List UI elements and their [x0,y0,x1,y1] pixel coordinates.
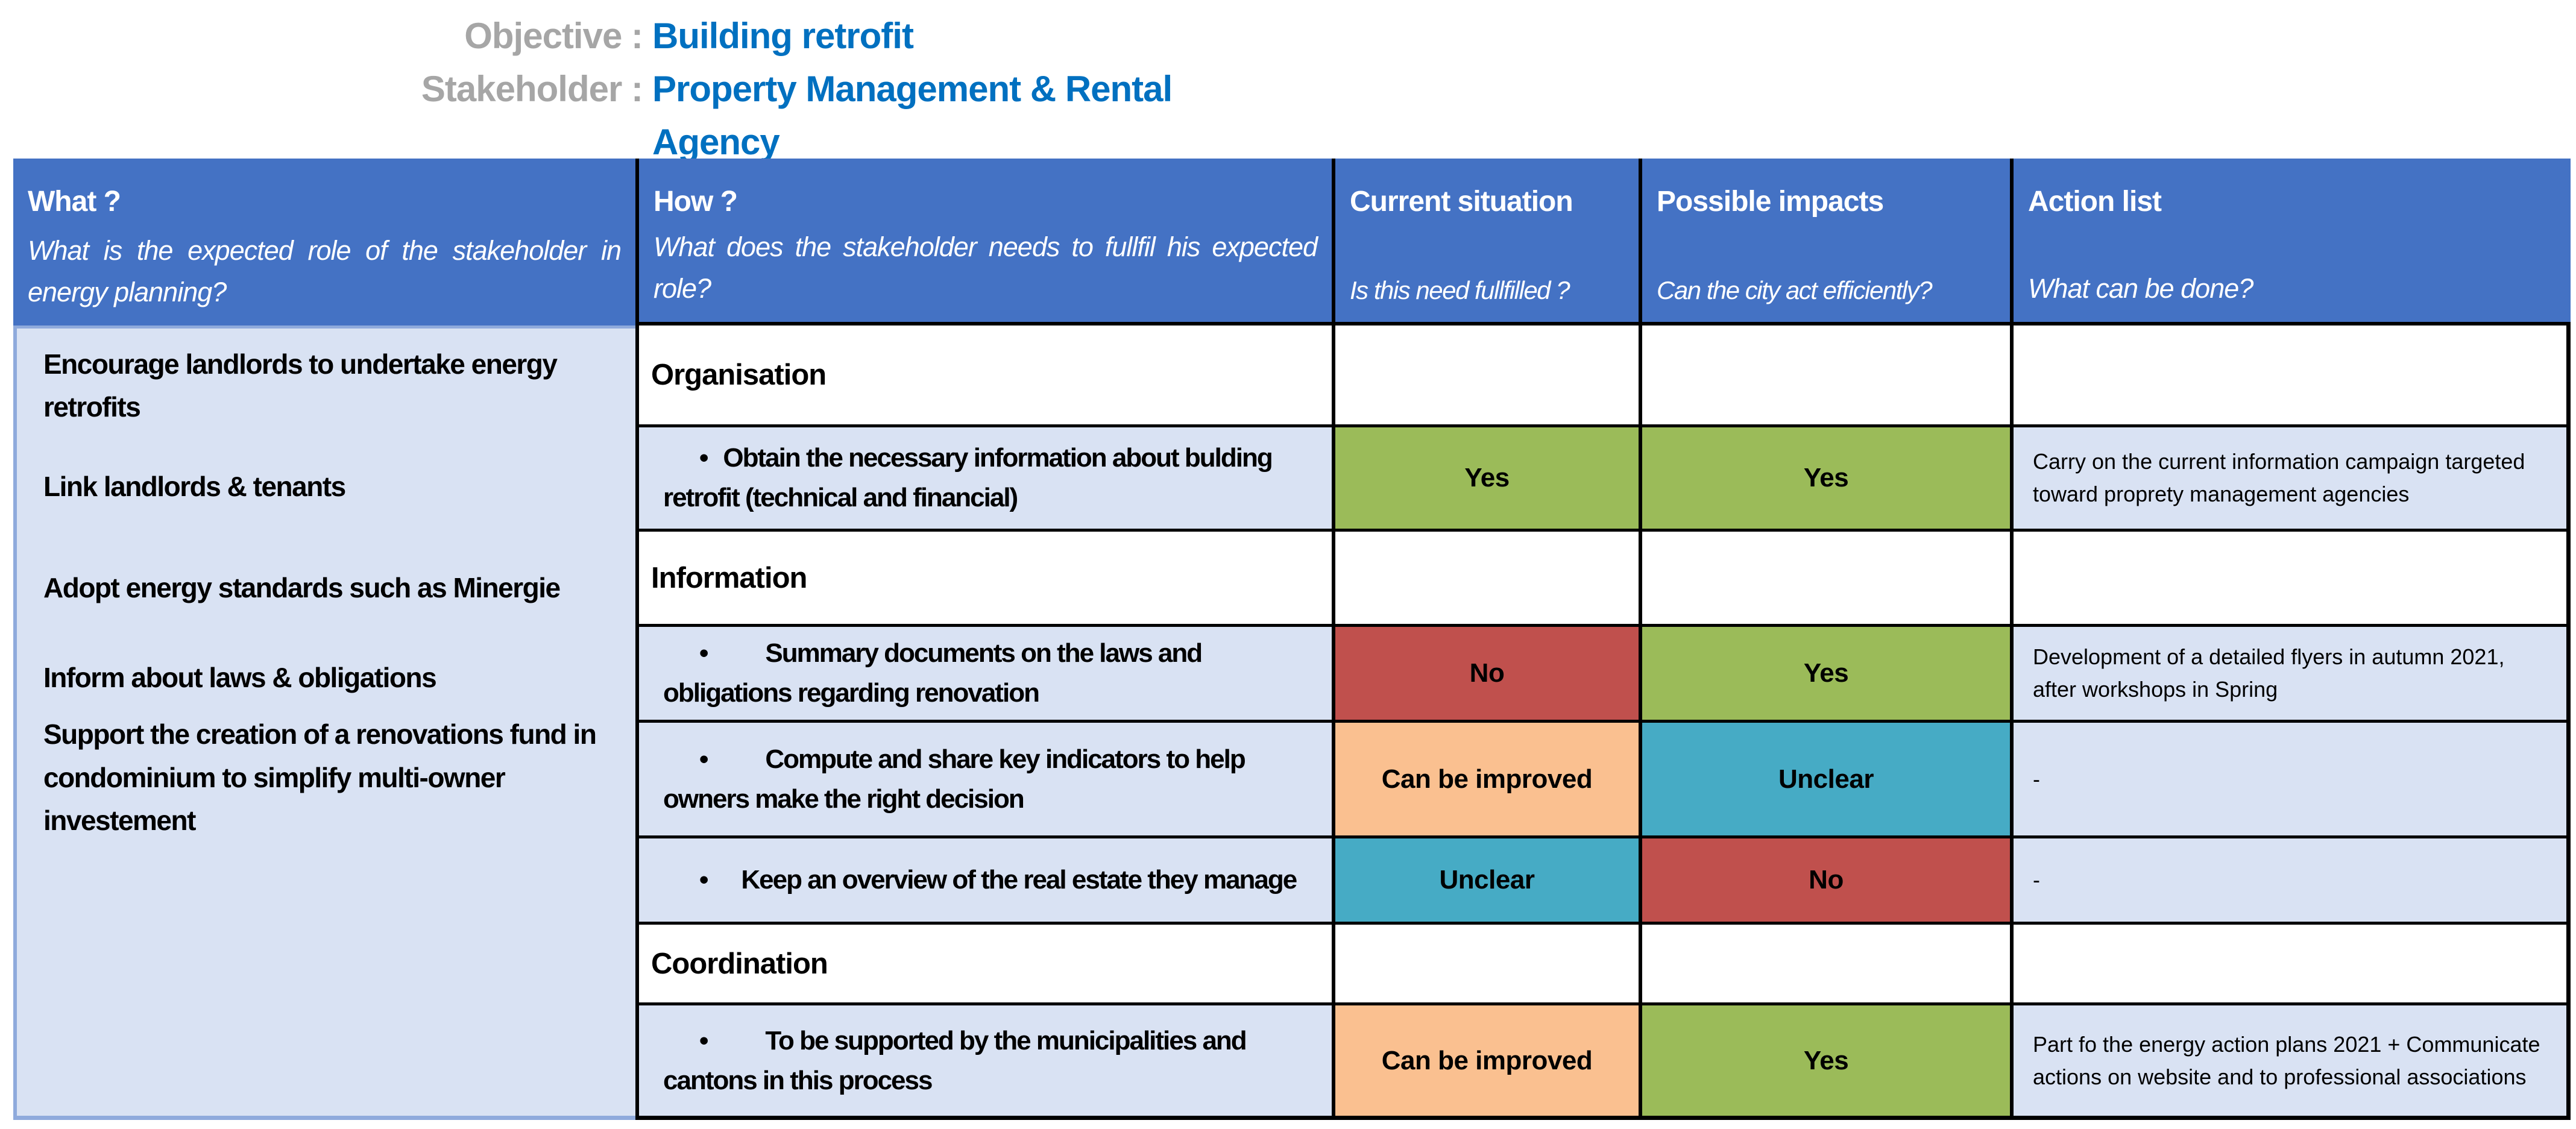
category-cell: Organisation [635,325,1332,424]
status-cell-impacts: Yes [1639,1002,2010,1120]
stakeholder-value: Property Management & Rental Agency [652,69,1173,162]
empty-cell [1639,922,2010,1002]
action-cell: Carry on the current information campaig… [2010,424,2571,529]
header-cell-actions: Action list What can be done? [2010,159,2571,325]
status-cell-current: No [1332,624,1639,720]
what-item: Adopt energy standards such as Minergie [43,571,561,603]
what-item: Support the creation of a renovations fu… [43,719,597,837]
status-cell-impacts: Yes [1639,624,2010,720]
status-cell-current: Unclear [1332,835,1639,922]
header-cell-impacts: Possible impacts Can the city act effici… [1639,159,2010,325]
stakeholder-table: What ? What is the expected role of the … [13,159,2571,1120]
what-item: Link landlords & tenants [43,470,346,502]
status-cell-current: Can be improved [1332,720,1639,835]
empty-cell [1639,529,2010,624]
empty-cell [2010,922,2571,1002]
col-title-actions: Action list [2028,186,2162,218]
col-subtitle-actions: What can be done? [2028,273,2253,304]
empty-cell [2010,529,2571,624]
bullet-icon: • [699,744,708,774]
empty-cell [1332,922,1639,1002]
empty-cell [2010,325,2571,424]
category-cell: Information [635,529,1332,624]
how-cell: • To be supported by the municipalities a… [635,1002,1332,1120]
bullet-icon: • [699,638,708,668]
what-item: Encourage landlords to undertake energy … [43,348,558,423]
status-cell-current: Yes [1332,424,1639,529]
action-text: - [2033,867,2040,892]
col-subtitle-what: What is the expected role of the stakeho… [28,234,622,308]
stakeholder-label: Stakeholder : [421,69,643,109]
action-text: Part fo the energy action plans 2021 + C… [2033,1031,2540,1089]
col-title-how: How ? [653,186,738,218]
action-cell: Development of a detailed flyers in autu… [2010,624,2571,720]
how-text: Keep an overview of the real estate they… [741,865,1297,895]
category-cell: Coordination [635,922,1332,1002]
how-text: Compute and share key indicators to help… [663,744,1246,814]
what-item: Inform about laws & obligations [43,662,437,694]
empty-cell [1332,529,1639,624]
objective-label: Objective : [464,16,643,56]
status-cell-impacts: Yes [1639,424,2010,529]
objective-value: Building retrofit [652,16,914,56]
how-cell: • Keep an overview of the real estate the… [635,835,1332,922]
how-text: Summary documents on the laws and obliga… [663,638,1203,708]
header-values: Building retrofit Property Management & … [652,10,1291,169]
col-subtitle-how: What does the stakeholder needs to fullf… [653,231,1318,304]
action-cell: - [2010,720,2571,835]
status-cell-current: Can be improved [1332,1002,1639,1120]
action-text: Carry on the current information campaig… [2033,449,2525,506]
action-text: - [2033,766,2040,791]
header-block: Objective : Stakeholder : Building retro… [0,10,1291,169]
header-labels: Objective : Stakeholder : [0,10,643,169]
action-cell: - [2010,835,2571,922]
bullet-icon: • [699,443,708,473]
col-title-current: Current situation [1350,186,1573,218]
action-text: Development of a detailed flyers in autu… [2033,644,2505,702]
header-cell-how: How ? What does the stakeholder needs to… [635,159,1332,325]
status-cell-impacts: Unclear [1639,720,2010,835]
how-cell: • Compute and share key indicators to hel… [635,720,1332,835]
bullet-icon: • [699,865,708,895]
action-cell: Part fo the energy action plans 2021 + C… [2010,1002,2571,1120]
header-cell-current: Current situation Is this need fullfille… [1332,159,1639,325]
how-text: Obtain the necessary information about b… [663,443,1273,512]
how-cell: • Summary documents on the laws and oblig… [635,624,1332,720]
col-subtitle-current: Is this need fullfilled ? [1350,275,1570,304]
col-title-what: What ? [28,186,121,218]
how-text: To be supported by the municipalities an… [663,1025,1247,1095]
header-cell-what: What ? What is the expected role of the … [13,159,635,325]
bullet-icon: • [699,1025,708,1055]
status-cell-impacts: No [1639,835,2010,922]
empty-cell [1639,325,2010,424]
how-cell: • Obtain the necessary information about … [635,424,1332,529]
what-column-cell: Encourage landlords to undertake energy … [13,325,635,1120]
col-title-impacts: Possible impacts [1657,186,1884,218]
empty-cell [1332,325,1639,424]
col-subtitle-impacts: Can the city act efficiently? [1657,275,1933,304]
